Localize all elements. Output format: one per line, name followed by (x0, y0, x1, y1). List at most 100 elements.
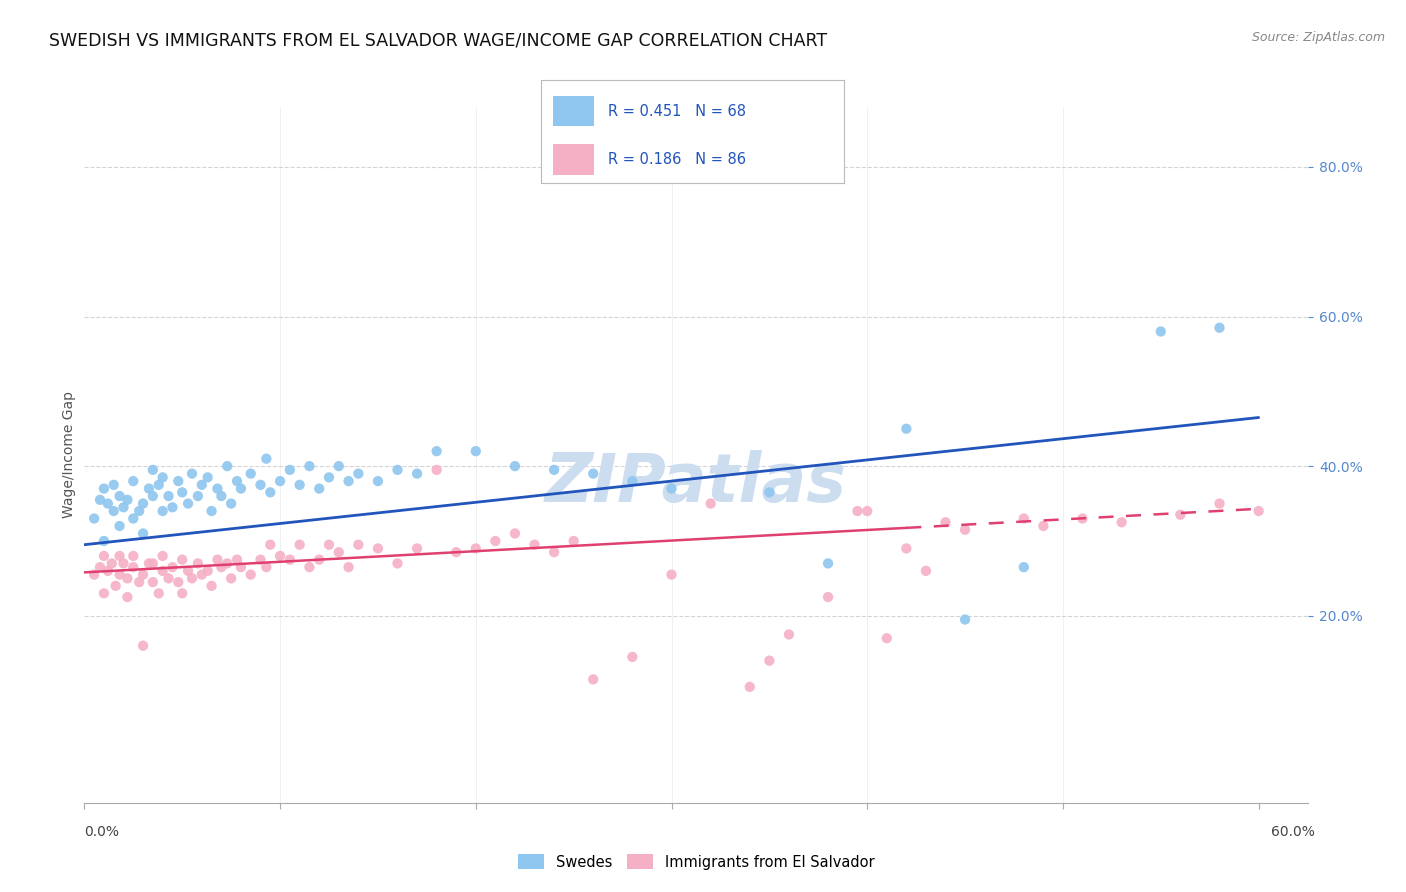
Point (846, 504, 869, 518)
Point (93, 482, 115, 496)
Point (219, 571, 242, 585)
Point (367, 474, 389, 488)
Text: 0.0%: 0.0% (84, 825, 120, 839)
Point (298, 560, 321, 574)
Point (444, 545, 467, 559)
Point (103, 478, 125, 492)
Point (367, 541, 389, 556)
Point (934, 515, 956, 529)
Point (142, 575, 165, 590)
Point (97, 497, 120, 511)
Point (661, 567, 683, 582)
Point (543, 545, 565, 559)
Point (108, 567, 131, 582)
Point (1012, 511, 1035, 525)
Point (89, 560, 111, 574)
Point (226, 552, 249, 566)
Point (347, 467, 370, 481)
Point (197, 470, 219, 484)
Point (856, 504, 879, 518)
Point (1170, 508, 1192, 522)
Point (93, 533, 115, 548)
Point (249, 552, 271, 566)
Point (117, 571, 139, 585)
Point (915, 564, 938, 578)
Point (112, 500, 135, 515)
Point (1208, 320, 1230, 334)
Point (387, 463, 409, 477)
Text: R = 0.186   N = 86: R = 0.186 N = 86 (607, 152, 745, 167)
Point (758, 654, 780, 668)
Point (1111, 515, 1133, 529)
Point (217, 557, 239, 571)
Point (562, 533, 585, 548)
Point (582, 673, 605, 687)
Point (93, 586, 115, 600)
Point (117, 590, 139, 604)
Point (138, 557, 160, 571)
Point (217, 459, 239, 474)
Point (239, 467, 262, 481)
Point (138, 482, 160, 496)
Point (167, 575, 190, 590)
Point (132, 639, 155, 653)
Point (181, 467, 204, 481)
Point (347, 538, 370, 552)
Point (1247, 504, 1270, 518)
Point (337, 474, 360, 488)
Point (229, 560, 252, 574)
Point (621, 474, 644, 488)
Y-axis label: Wage/Income Gap: Wage/Income Gap (62, 392, 76, 518)
Point (1150, 325, 1173, 339)
Point (503, 459, 526, 474)
Point (172, 552, 194, 566)
Point (259, 485, 281, 500)
Point (93, 549, 115, 563)
Point (128, 575, 150, 590)
Point (817, 590, 839, 604)
Point (152, 504, 174, 518)
Point (167, 474, 190, 488)
Point (172, 586, 194, 600)
Point (112, 557, 135, 571)
Point (1012, 560, 1035, 574)
Point (226, 474, 249, 488)
Point (142, 557, 165, 571)
Point (1208, 497, 1230, 511)
Point (582, 467, 605, 481)
Legend: Swedes, Immigrants from El Salvador: Swedes, Immigrants from El Salvador (512, 848, 880, 876)
Point (191, 567, 214, 582)
Point (318, 470, 340, 484)
Point (254, 451, 277, 466)
Point (162, 500, 184, 515)
Point (83, 511, 105, 525)
Point (197, 564, 219, 578)
Point (100, 557, 122, 571)
Text: 60.0%: 60.0% (1271, 825, 1315, 839)
Point (308, 552, 330, 566)
Point (122, 560, 145, 574)
Point (738, 680, 761, 694)
Point (177, 564, 200, 578)
Point (122, 511, 145, 525)
Point (103, 504, 125, 518)
Point (523, 538, 546, 552)
Point (200, 504, 222, 518)
Point (187, 489, 209, 503)
Point (464, 541, 486, 556)
Bar (554, 95, 595, 127)
Point (328, 459, 350, 474)
Point (148, 586, 170, 600)
Text: ZIPatlas: ZIPatlas (546, 450, 846, 516)
Point (543, 463, 565, 477)
Point (308, 482, 330, 496)
Point (1071, 511, 1094, 525)
Point (148, 478, 170, 492)
Point (288, 538, 311, 552)
Point (89, 492, 111, 507)
Point (269, 474, 291, 488)
Point (209, 489, 232, 503)
Point (177, 497, 200, 511)
Point (207, 482, 229, 496)
Point (152, 564, 174, 578)
